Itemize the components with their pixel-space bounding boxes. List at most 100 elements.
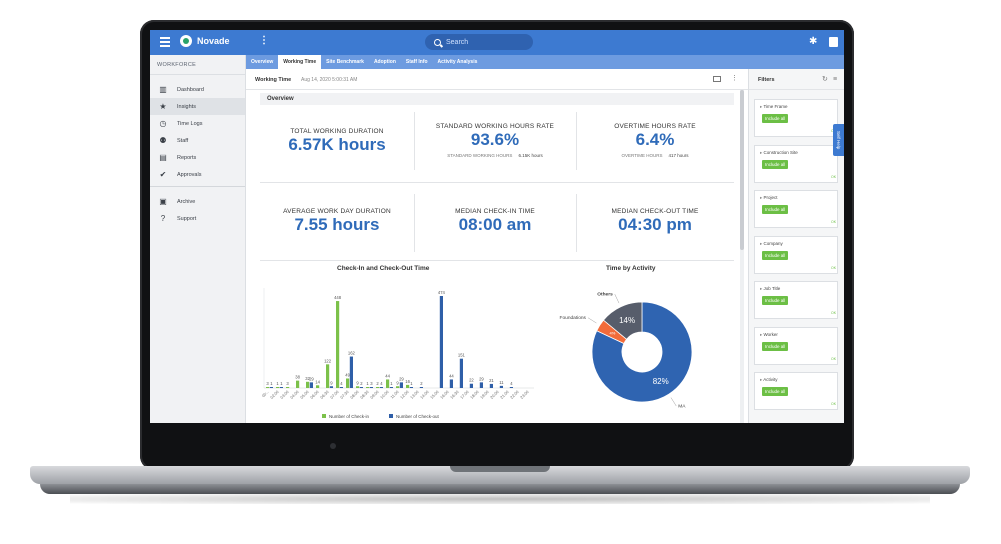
bar-check-in[interactable] [326, 364, 330, 388]
include-all-button[interactable]: Include all [762, 160, 789, 169]
bar-check-out[interactable] [499, 385, 503, 388]
bar-check-out[interactable] [339, 387, 343, 388]
donut-slice-others[interactable] [602, 301, 643, 340]
bar-check-out[interactable] [279, 387, 283, 388]
bar-check-out[interactable] [439, 296, 443, 388]
bar-check-in[interactable] [316, 385, 320, 388]
camera-icon [330, 443, 336, 449]
bar-check-out[interactable] [459, 358, 463, 388]
filter-project[interactable]: Project Include all OK [754, 190, 838, 228]
bar-check-in[interactable] [356, 386, 360, 388]
kpi-label: TOTAL WORKING DURATION [290, 128, 384, 135]
legend-label: Number of Check-in [329, 414, 370, 419]
bar-check-in[interactable] [266, 387, 270, 388]
bar-check-in[interactable] [276, 387, 280, 388]
leader-line [587, 317, 597, 324]
laptop-foot [40, 484, 960, 494]
bar-check-in[interactable] [336, 301, 340, 388]
bar-check-in[interactable] [376, 387, 380, 388]
include-all-button[interactable]: Include all [762, 205, 789, 214]
tab-working-time[interactable]: Working Time [278, 55, 322, 69]
tab-overview[interactable]: Overview [251, 59, 274, 65]
scrollbar-thumb[interactable] [740, 90, 744, 250]
ok-button[interactable]: OK [831, 402, 837, 406]
sidebar-item-time-logs[interactable]: ◷ Time Logs [150, 115, 245, 132]
data-label: 14 [315, 379, 320, 384]
bar-check-out[interactable] [469, 383, 473, 388]
kpi-label: MEDIAN CHECK-IN TIME [455, 208, 535, 215]
bar-check-out[interactable] [269, 387, 273, 388]
tab-adoption[interactable]: Adoption [373, 59, 396, 65]
sidebar-item-approvals[interactable]: ✔ Approvals [150, 166, 245, 183]
bar-check-out[interactable] [389, 387, 393, 388]
x-tick-label: 09:00 [369, 389, 380, 400]
kpi-sub-label: OVERTIME HOURS [621, 153, 663, 158]
ok-button[interactable]: OK [831, 311, 837, 315]
bar-check-in[interactable] [366, 387, 370, 388]
ok-button[interactable]: OK [831, 357, 837, 361]
refresh-icon[interactable]: ↻ [822, 76, 828, 83]
self-help-tab[interactable]: Self Help [833, 124, 844, 156]
menu-icon[interactable]: ≡ [833, 76, 838, 83]
bar-check-in[interactable] [406, 384, 410, 388]
bar-check-in[interactable] [386, 379, 390, 388]
sidebar-item-support[interactable]: ? Support [150, 210, 245, 227]
bar-check-out[interactable] [379, 387, 383, 388]
bar-check-in[interactable] [286, 387, 290, 388]
bar-check-out[interactable] [369, 387, 373, 388]
filter-worker[interactable]: Worker Include all OK [754, 327, 838, 365]
ok-button[interactable]: OK [831, 175, 837, 179]
bar-check-in[interactable] [296, 380, 300, 388]
donut-slice-ma[interactable] [591, 301, 693, 403]
bar-check-out[interactable] [509, 387, 513, 388]
bar-check-out[interactable] [359, 387, 363, 388]
filter-activity[interactable]: Activity Include all OK [754, 372, 838, 410]
bar-check-out[interactable] [409, 387, 413, 388]
brand[interactable]: Novade [180, 35, 230, 47]
sidebar-item-staff[interactable]: ⚉ Staff [150, 132, 245, 149]
tab-staff-info[interactable]: Staff Info [405, 59, 428, 65]
present-icon[interactable] [713, 76, 721, 82]
sidebar-item-insights[interactable]: ★ Insights [150, 98, 245, 115]
sidebar-item-reports[interactable]: ▤ Reports [150, 149, 245, 166]
bar-check-out[interactable] [419, 387, 423, 388]
include-all-button[interactable]: Include all [762, 251, 789, 260]
bar-check-out[interactable] [479, 382, 483, 388]
slice-percent-label: 4% [610, 331, 616, 336]
filter-job-title[interactable]: Job Title Include all OK [754, 281, 838, 319]
include-all-button[interactable]: Include all [762, 387, 789, 396]
include-all-button[interactable]: Include all [762, 342, 789, 351]
more-vertical-icon[interactable]: ⋮ [731, 75, 738, 82]
filter-time-frame[interactable]: Time Frame Include all OK [754, 99, 838, 137]
sidebar-item-dashboard[interactable]: ▥ Dashboard [150, 81, 245, 98]
x-tick-label: 12:00 [399, 389, 410, 400]
user-icon[interactable] [829, 37, 838, 47]
more-vertical-icon[interactable]: ⋮ [259, 35, 269, 46]
x-tick-label: 07:00 [329, 389, 340, 400]
ok-button[interactable]: OK [831, 266, 837, 270]
x-tick-label: 15:00 [429, 389, 440, 400]
filter-construction-site[interactable]: Construction Site Include all OK [754, 145, 838, 183]
data-label: 1 [366, 381, 369, 386]
include-all-button[interactable]: Include all [762, 296, 789, 305]
bar-check-out[interactable] [489, 383, 493, 388]
hamburger-menu-icon[interactable] [160, 37, 170, 47]
sidebar-item-archive[interactable]: ▣ Archive [150, 193, 245, 210]
bar-check-out[interactable] [349, 356, 353, 388]
filter-company[interactable]: Company Include all OK [754, 236, 838, 274]
search-input[interactable]: Search [425, 34, 533, 50]
tab-activity-analysis[interactable]: Activity Analysis [437, 59, 478, 65]
bar-check-in[interactable] [306, 381, 310, 388]
bar-check-in[interactable] [396, 386, 400, 388]
ok-button[interactable]: OK [831, 220, 837, 224]
gear-icon[interactable]: ✱ [809, 36, 818, 47]
bar-check-out[interactable] [399, 382, 403, 388]
include-all-button[interactable]: Include all [762, 114, 789, 123]
bar-check-out[interactable] [309, 382, 313, 388]
bar-check-in[interactable] [346, 378, 350, 388]
divider [260, 182, 734, 183]
tab-site-benchmark[interactable]: Site Benchmark [326, 59, 364, 65]
bar-check-out[interactable] [449, 379, 453, 388]
bar-check-out[interactable] [329, 386, 333, 388]
scrollbar-track[interactable] [740, 90, 744, 423]
